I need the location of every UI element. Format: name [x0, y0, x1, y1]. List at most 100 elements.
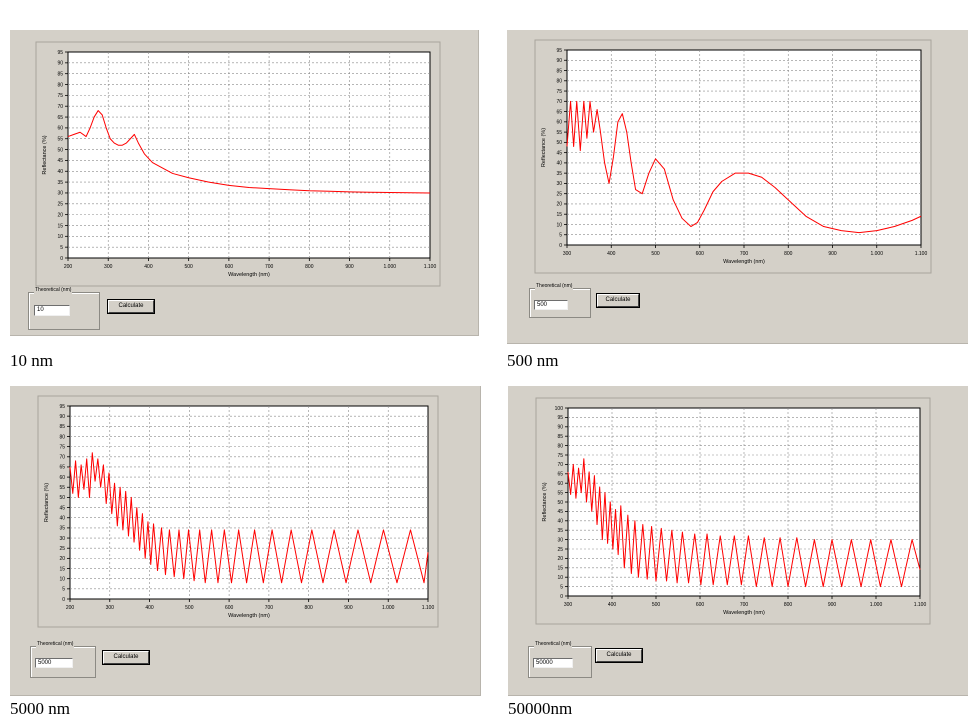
- x-axis-label: Wavelength (nm): [723, 610, 765, 616]
- thickness-input[interactable]: 50000: [533, 658, 573, 668]
- y-tick-label: 30: [57, 191, 63, 197]
- y-tick-label: 30: [557, 537, 563, 543]
- y-tick-label: 15: [556, 212, 562, 218]
- thickness-input[interactable]: 10: [34, 305, 70, 316]
- y-tick-label: 10: [59, 576, 65, 582]
- x-tick-label: 500: [651, 251, 660, 257]
- x-tick-label: 800: [784, 602, 793, 608]
- y-tick-label: 90: [57, 61, 63, 67]
- x-tick-label: 1.000: [382, 605, 395, 611]
- y-tick-label: 30: [556, 181, 562, 187]
- reflectance-chart-5000nm: 200 300 400 500 600 700 800 900 1.000 1.100 0 5 10 15…: [37, 395, 439, 628]
- thickness-group-label: Theoretical (nm): [36, 641, 75, 648]
- y-tick-label: 25: [556, 191, 562, 197]
- thickness-group-label: Theoretical (nm): [534, 641, 573, 648]
- y-tick-label: 25: [57, 202, 63, 208]
- thickness-group-label: Theoretical (nm): [34, 287, 73, 294]
- y-tick-label: 45: [57, 158, 63, 164]
- y-tick-label: 0: [60, 256, 63, 262]
- y-tick-label: 95: [556, 48, 562, 54]
- x-tick-label: 300: [563, 251, 572, 257]
- x-tick-label: 1.100: [422, 605, 435, 611]
- y-tick-label: 30: [59, 536, 65, 542]
- y-tick-label: 85: [557, 434, 563, 440]
- x-tick-label: 800: [784, 251, 793, 257]
- y-tick-label: 35: [57, 180, 63, 186]
- y-tick-label: 65: [557, 472, 563, 478]
- y-tick-label: 20: [59, 556, 65, 562]
- thickness-input[interactable]: 5000: [35, 658, 73, 668]
- calculate-button[interactable]: Calculate: [107, 299, 155, 314]
- y-tick-label: 65: [57, 115, 63, 121]
- reflectance-series-line: [566, 100, 922, 234]
- y-tick-label: 35: [557, 528, 563, 534]
- chart-frame: [35, 41, 441, 287]
- y-tick-label: 50: [557, 500, 563, 506]
- y-tick-label: 55: [59, 485, 65, 491]
- y-tick-label: 75: [57, 93, 63, 99]
- y-tick-label: 20: [57, 212, 63, 218]
- y-axis-label: Reflectance (%): [541, 128, 547, 167]
- chart-frame: [535, 397, 931, 625]
- x-tick-label: 1.000: [870, 251, 883, 257]
- y-tick-label: 5: [560, 584, 563, 590]
- x-axis-label: Wavelength (nm): [723, 259, 765, 265]
- x-tick-label: 1.100: [424, 264, 437, 270]
- x-tick-label: 600: [225, 605, 234, 611]
- thickness-group: Theoretical (nm) 500: [529, 283, 591, 318]
- x-tick-label: 800: [305, 264, 314, 270]
- y-tick-label: 25: [557, 547, 563, 553]
- x-tick-label: 1.100: [914, 602, 927, 608]
- y-tick-label: 15: [557, 566, 563, 572]
- y-tick-label: 0: [559, 243, 562, 249]
- plot-area: [67, 51, 431, 259]
- y-tick-label: 95: [557, 415, 563, 421]
- thickness-group: Theoretical (nm) 10: [28, 287, 100, 330]
- y-tick-label: 40: [57, 169, 63, 175]
- y-tick-label: 5: [559, 233, 562, 239]
- y-tick-label: 55: [557, 490, 563, 496]
- y-tick-label: 75: [557, 453, 563, 459]
- thickness-group: Theoretical (nm) 50000: [528, 641, 592, 678]
- y-tick-label: 0: [62, 597, 65, 603]
- y-tick-label: 65: [556, 109, 562, 115]
- y-tick-label: 85: [57, 71, 63, 77]
- reflectance-series-line: [69, 452, 429, 584]
- y-tick-label: 0: [560, 594, 563, 600]
- y-tick-label: 20: [557, 556, 563, 562]
- y-tick-label: 45: [556, 150, 562, 156]
- x-tick-label: 900: [828, 602, 837, 608]
- calculate-button[interactable]: Calculate: [102, 650, 150, 665]
- x-tick-label: 300: [564, 602, 573, 608]
- thickness-input[interactable]: 500: [534, 300, 568, 310]
- y-tick-label: 70: [557, 462, 563, 468]
- calculate-button[interactable]: Calculate: [596, 293, 640, 308]
- y-tick-label: 10: [57, 234, 63, 240]
- y-tick-label: 35: [59, 526, 65, 532]
- reflectance-chart-50000nm: 300 400 500 600 700 800 900 1.000 1.100 0 5 10 15 20 2…: [535, 397, 931, 625]
- x-tick-label: 700: [265, 605, 274, 611]
- y-tick-label: 25: [59, 546, 65, 552]
- x-tick-label: 600: [225, 264, 234, 270]
- y-tick-label: 5: [62, 587, 65, 593]
- x-tick-label: 1.100: [915, 251, 928, 257]
- x-axis-label: Wavelength (nm): [228, 613, 270, 619]
- chart-frame: [534, 39, 932, 274]
- calculate-button[interactable]: Calculate: [595, 648, 643, 663]
- y-tick-label: 15: [57, 223, 63, 229]
- panel-500nm: 300 400 500 600 700 800 900 1.000 1.100 0 5 10 15 20 2…: [507, 30, 968, 344]
- x-tick-label: 400: [608, 602, 617, 608]
- y-tick-label: 90: [556, 58, 562, 64]
- x-tick-label: 1.000: [384, 264, 397, 270]
- y-tick-label: 80: [57, 82, 63, 88]
- y-tick-label: 45: [59, 505, 65, 511]
- y-axis-label: Reflectance (%): [542, 482, 548, 521]
- panel-50000nm: 300 400 500 600 700 800 900 1.000 1.100 0 5 10 15 20 2…: [508, 386, 968, 696]
- x-tick-label: 600: [696, 251, 705, 257]
- y-tick-label: 80: [59, 434, 65, 440]
- y-tick-label: 10: [557, 575, 563, 581]
- y-tick-label: 55: [57, 137, 63, 143]
- y-tick-label: 60: [57, 126, 63, 132]
- panel-5000nm: 200 300 400 500 600 700 800 900 1.000 1.100 0 5 10 15…: [10, 386, 481, 696]
- x-tick-label: 1.000: [870, 602, 883, 608]
